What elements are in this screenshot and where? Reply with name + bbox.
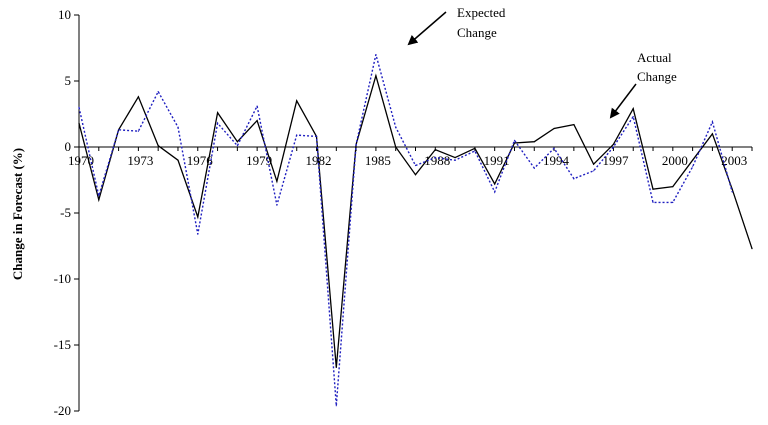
expected-change-point: [573, 178, 575, 180]
expected-change-point: [652, 201, 654, 203]
annotation-actual-change: Actual Change: [609, 50, 677, 119]
y-axis-title: Change in Forecast (%): [10, 148, 25, 280]
annotation-expected-line2: Change: [457, 25, 497, 40]
expected-change-point: [593, 170, 595, 172]
actual-change-point: [494, 183, 496, 185]
series-layer: [78, 54, 753, 407]
actual-change-line: [78, 73, 753, 368]
expected-change-point: [177, 126, 179, 128]
expected-change-point: [78, 106, 80, 108]
actual-change-point: [375, 75, 377, 77]
y-tick-label: 10: [58, 7, 71, 22]
annotation-expected-arrow: [407, 11, 447, 46]
expected-change-point: [553, 147, 555, 149]
actual-change-point: [652, 188, 654, 190]
expected-change-point: [118, 129, 120, 131]
expected-change-point: [355, 143, 357, 145]
expected-change-point: [256, 105, 258, 107]
actual-change-point: [434, 149, 436, 151]
actual-change-point: [197, 216, 199, 218]
actual-change-point: [236, 141, 238, 143]
expected-change-point: [296, 134, 298, 136]
expected-change-point: [612, 146, 615, 148]
expected-change-point: [711, 121, 714, 123]
expected-change-point: [217, 122, 219, 124]
x-tick-label: 1973: [127, 153, 153, 168]
x-axis: 1970 1973 1976 1979 1982 1985 1988 1991 1994 1997…: [68, 146, 753, 168]
annotation-actual-line2: Change: [637, 69, 677, 84]
actual-change-point: [474, 147, 476, 149]
actual-change-point: [612, 143, 615, 145]
expected-change-point: [672, 201, 674, 203]
y-tick-label: -20: [54, 403, 71, 418]
x-tick-label: 2003: [721, 153, 747, 168]
expected-change-point: [494, 191, 496, 193]
expected-change-point: [513, 139, 516, 141]
actual-change-point: [632, 108, 634, 110]
x-tick-label: 1991: [484, 153, 510, 168]
actual-change-point: [573, 124, 575, 126]
expected-change-point: [434, 157, 436, 159]
expected-change-point: [276, 204, 278, 206]
actual-change-point: [692, 159, 694, 161]
expected-change-point: [137, 130, 139, 132]
actual-change-point: [78, 122, 80, 124]
expected-change-point: [731, 191, 733, 193]
y-axis: 10 5 0 -5 -10 -15 -20: [54, 7, 80, 418]
actual-change-point: [276, 180, 278, 182]
y-tick-label: -10: [54, 271, 71, 286]
y-tick-label: 0: [65, 139, 72, 154]
actual-change-point: [256, 120, 258, 122]
annotation-expected-line1: Expected: [457, 5, 506, 20]
expected-change-point: [533, 167, 535, 169]
expected-change-point: [375, 54, 377, 56]
actual-change-point: [533, 141, 535, 143]
expected-change-point: [454, 159, 456, 161]
x-tick-label: 1997: [602, 153, 629, 168]
actual-change-point: [177, 159, 179, 161]
expected-change-point: [236, 145, 238, 147]
actual-change-point: [751, 248, 753, 250]
expected-change-point: [692, 166, 694, 168]
y-tick-label: -15: [54, 337, 71, 352]
expected-change-point: [197, 233, 199, 235]
expected-change-point: [632, 116, 634, 118]
expected-change-point: [335, 405, 337, 407]
actual-change-point: [395, 146, 397, 148]
actual-change-point: [98, 199, 100, 201]
expected-change-point: [395, 126, 397, 128]
annotation-actual-line1: Actual: [637, 50, 672, 65]
actual-change-point: [593, 163, 595, 165]
x-tick-label: 1976: [187, 153, 214, 168]
actual-change-point: [553, 127, 555, 130]
actual-change-point: [711, 133, 714, 135]
y-tick-label: 5: [65, 73, 72, 88]
x-tick-label: 2000: [662, 153, 688, 168]
actual-change-point: [414, 174, 417, 176]
expected-change-point: [414, 164, 417, 167]
expected-change-point: [157, 91, 159, 93]
x-tick-label: 1988: [424, 153, 450, 168]
expected-change-line: [78, 54, 733, 406]
expected-change-point: [315, 135, 318, 137]
annotation-actual-arrow: [609, 83, 637, 119]
x-tick-label: 1985: [365, 153, 391, 168]
annotation-expected-change: Expected Change: [407, 5, 506, 46]
actual-change-point: [157, 145, 159, 147]
actual-change-point: [335, 366, 337, 368]
actual-change-point: [296, 100, 298, 102]
expected-change-point: [98, 195, 100, 197]
actual-change-point: [454, 157, 456, 159]
y-tick-label: -5: [60, 205, 71, 220]
actual-change-point: [672, 186, 674, 188]
expected-change-point: [474, 150, 476, 152]
x-tick-label: 1994: [543, 153, 570, 168]
x-tick-label: 1979: [246, 153, 272, 168]
actual-change-point: [137, 96, 139, 98]
actual-change-point: [217, 112, 219, 114]
